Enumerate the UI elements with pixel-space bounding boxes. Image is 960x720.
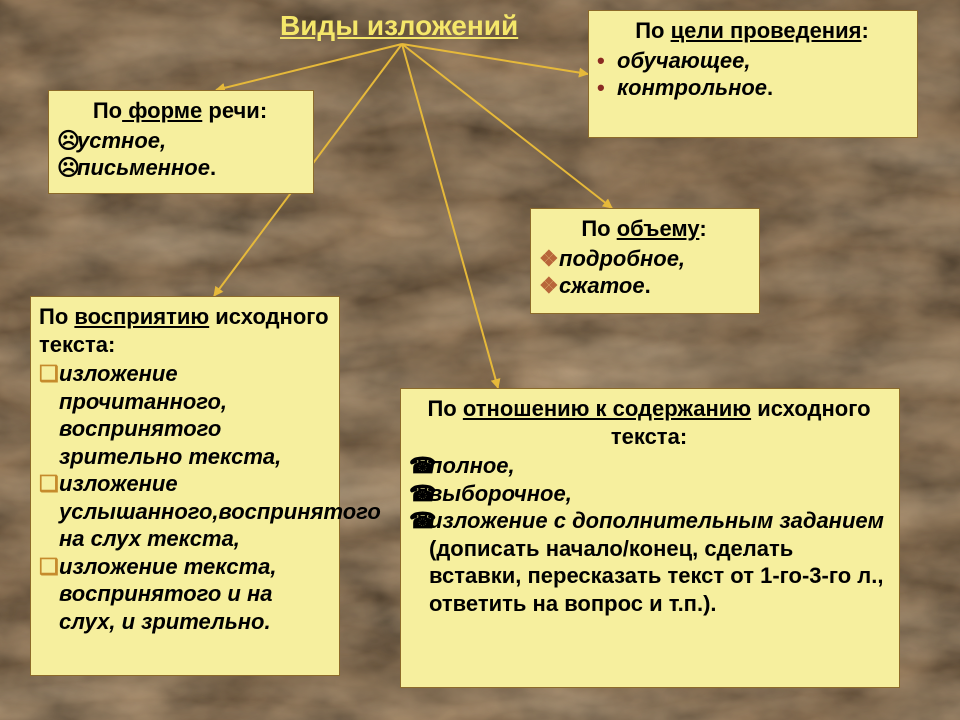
list-item: •контрольное. xyxy=(597,74,907,102)
item-text: контрольное. xyxy=(617,74,907,102)
item-text: обучающее, xyxy=(617,47,907,75)
header-suffix: речи: xyxy=(202,98,267,123)
item-plain: . xyxy=(210,155,216,180)
item-plain: . xyxy=(645,273,651,298)
list-item: ❑ изложение прочитанного, воспринятого з… xyxy=(39,360,329,470)
header-suffix: : xyxy=(861,18,868,43)
box-goal: По цели проведения:•обучающее,•контрольн… xyxy=(588,10,918,138)
box-header: По отношению к содержанию исходного текс… xyxy=(409,395,889,450)
item-list: ❑ изложение прочитанного, воспринятого з… xyxy=(39,360,329,635)
list-item: ❑ изложение услышанного,воспринятого на … xyxy=(39,470,329,553)
item-italic: устное, xyxy=(77,128,166,153)
box-content: По отношению к содержанию исходного текс… xyxy=(400,388,900,688)
list-item: ☎выборочное, xyxy=(409,480,889,508)
item-italic: обучающее, xyxy=(617,48,750,73)
box-header: По объему: xyxy=(539,215,749,243)
header-prefix: По xyxy=(581,216,616,241)
item-text: изложение текста, воспринятого и на слух… xyxy=(59,553,329,636)
header-prefix: По xyxy=(93,98,122,123)
item-text: изложение услышанного,воспринятого на сл… xyxy=(59,470,381,553)
list-item: ☹ письменное. xyxy=(57,154,303,182)
list-item: ☎изложение с дополнительным заданием (до… xyxy=(409,507,889,617)
item-italic: выборочное, xyxy=(429,481,572,506)
list-item: ❑изложение текста, воспринятого и на слу… xyxy=(39,553,329,636)
sq-icon: ❑ xyxy=(39,360,57,388)
list-item: ☹устное, xyxy=(57,127,303,155)
header-underlined: объему xyxy=(617,216,700,241)
sq-icon: ❑ xyxy=(39,470,57,498)
box-perception: По восприятию исходного текста:❑ изложен… xyxy=(30,296,340,676)
item-italic: изложение текста, воспринятого и на слух… xyxy=(59,554,277,634)
item-text: сжатое. xyxy=(559,272,749,300)
item-list: ☹устное,☹ письменное. xyxy=(57,127,303,182)
item-italic: изложение услышанного,воспринятого на сл… xyxy=(59,471,381,551)
item-plain: (дописать начало/конец, сделать вставки,… xyxy=(429,536,883,616)
list-item: •обучающее, xyxy=(597,47,907,75)
item-italic: изложение прочитанного, воспринятого зри… xyxy=(59,361,281,469)
phone-icon: ☎ xyxy=(409,507,427,535)
item-italic: изложение с дополнительным заданием xyxy=(429,508,884,533)
phone-icon: ☎ xyxy=(409,480,427,508)
list-item: ❖ сжатое. xyxy=(539,272,749,300)
item-italic: полное, xyxy=(429,453,515,478)
item-list: ❖подробное,❖ сжатое. xyxy=(539,245,749,300)
box-header: По восприятию исходного текста: xyxy=(39,303,329,358)
disc-icon: • xyxy=(597,74,615,102)
header-suffix: : xyxy=(699,216,706,241)
box-header: По цели проведения: xyxy=(597,17,907,45)
item-text: устное, xyxy=(77,127,303,155)
disc-icon: • xyxy=(597,47,615,75)
diam-icon: ❖ xyxy=(539,245,557,273)
box-form: По форме речи:☹устное,☹ письменное. xyxy=(48,90,314,194)
item-text: письменное. xyxy=(77,154,303,182)
header-underlined: форме xyxy=(122,98,202,123)
diagram-stage: Виды изложений По цели проведения:•обуча… xyxy=(0,0,960,720)
item-list: •обучающее,•контрольное. xyxy=(597,47,907,102)
diagram-title: Виды изложений xyxy=(280,10,518,42)
diam-icon: ❖ xyxy=(539,272,557,300)
sq-icon: ❑ xyxy=(39,553,57,581)
list-item: ☎полное, xyxy=(409,452,889,480)
item-text: изложение с дополнительным заданием (доп… xyxy=(429,507,889,617)
header-prefix: По xyxy=(635,18,670,43)
header-underlined: отношению к содержанию xyxy=(463,396,751,421)
item-italic: контрольное xyxy=(617,75,767,100)
header-underlined: цели проведения xyxy=(671,18,862,43)
item-list: ☎полное,☎выборочное,☎изложение с дополни… xyxy=(409,452,889,617)
sad-icon: ☹ xyxy=(57,154,75,182)
box-volume: По объему:❖подробное,❖ сжатое. xyxy=(530,208,760,314)
list-item: ❖подробное, xyxy=(539,245,749,273)
item-italic: подробное, xyxy=(559,246,685,271)
item-text: изложение прочитанного, воспринятого зри… xyxy=(59,360,329,470)
item-text: выборочное, xyxy=(429,480,889,508)
item-plain: . xyxy=(767,75,773,100)
box-header: По форме речи: xyxy=(57,97,303,125)
header-prefix: По xyxy=(39,304,74,329)
item-text: подробное, xyxy=(559,245,749,273)
item-text: полное, xyxy=(429,452,889,480)
header-prefix: По xyxy=(427,396,462,421)
item-italic: сжатое xyxy=(559,273,645,298)
item-italic: письменное xyxy=(77,155,210,180)
sad-icon: ☹ xyxy=(57,127,75,155)
phone-icon: ☎ xyxy=(409,452,427,480)
header-underlined: восприятию xyxy=(74,304,209,329)
